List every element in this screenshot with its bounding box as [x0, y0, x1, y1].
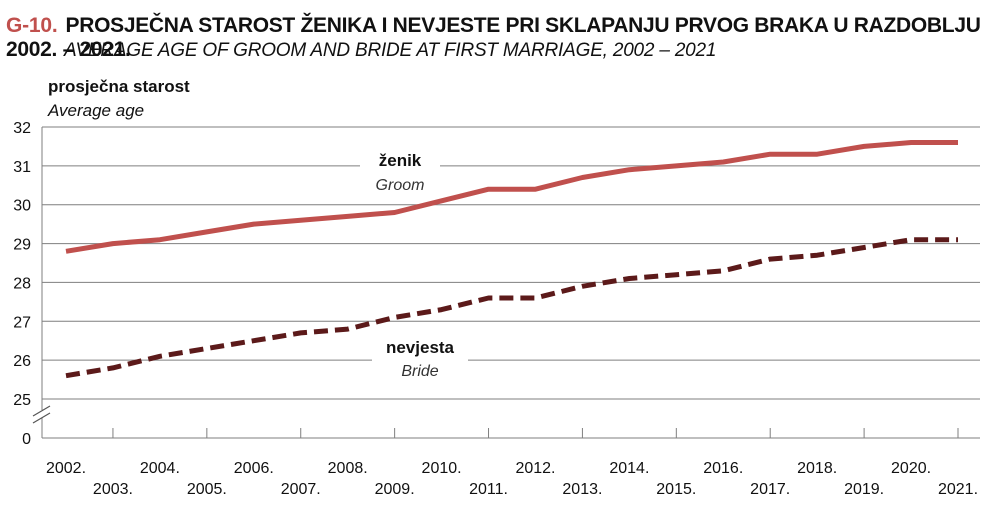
- y-tick-label: 25: [13, 392, 31, 409]
- y-tick-label: 31: [13, 159, 31, 176]
- x-tick-label: 2015.: [656, 481, 696, 498]
- series-label-groom-en: Groom: [376, 177, 425, 194]
- x-tick-label: 2002.: [46, 460, 86, 477]
- y-tick-label: 30: [13, 198, 31, 215]
- x-tick-label: 2014.: [609, 460, 649, 477]
- x-tick-label: 2003.: [93, 481, 133, 498]
- x-tick-label: 2020.: [891, 460, 931, 477]
- x-tick-label: 2021.: [938, 481, 978, 498]
- axis-break-mark: [32, 405, 51, 417]
- x-tick-label: 2018.: [797, 460, 837, 477]
- series-line-groom: [65, 140, 958, 254]
- x-tick-label: 2012.: [515, 460, 555, 477]
- y-axis-label-english: Average age: [48, 101, 145, 120]
- x-tick-label: 2005.: [187, 481, 227, 498]
- series-label-background: [360, 148, 440, 198]
- series-label-bride-en: Bride: [401, 363, 438, 380]
- y-tick-label: 26: [13, 353, 31, 370]
- chart-title: G-10. PROSJEČNA STAROST ŽENIKA I NEVJESTE…: [6, 14, 1000, 62]
- series-label-background: [372, 336, 468, 384]
- series-line-bride: [65, 237, 958, 379]
- title-croatian: PROSJEČNA STAROST ŽENIKA I NEVJESTE PRI …: [6, 14, 981, 61]
- y-tick-label: 29: [13, 237, 31, 254]
- x-tick-label: 2006.: [234, 460, 274, 477]
- axis-break-mark: [32, 412, 51, 424]
- x-tick-label: 2011.: [469, 481, 508, 498]
- y-tick-label-zero: 0: [22, 431, 31, 448]
- figure-id: G-10.: [6, 14, 58, 37]
- y-tick-label: 28: [13, 275, 31, 292]
- x-tick-label: 2009.: [375, 481, 415, 498]
- series-label-bride: nevjesta: [386, 338, 455, 357]
- x-tick-label: 2007.: [281, 481, 321, 498]
- x-tick-label: 2010.: [422, 460, 462, 477]
- title-english: AVERAGE AGE OF GROOM AND BRIDE AT FIRST …: [64, 40, 717, 61]
- y-tick-label: 27: [13, 314, 31, 331]
- x-tick-label: 2016.: [703, 460, 743, 477]
- x-tick-label: 2008.: [328, 460, 368, 477]
- x-tick-label: 2017.: [750, 481, 790, 498]
- y-tick-label: 32: [13, 120, 31, 137]
- y-axis-label-croatian: prosječna starost: [48, 77, 190, 96]
- series-label-groom: ženik: [379, 151, 422, 170]
- x-tick-label: 2004.: [140, 460, 180, 477]
- x-tick-label: 2013.: [562, 481, 602, 498]
- x-tick-label: 2019.: [844, 481, 884, 498]
